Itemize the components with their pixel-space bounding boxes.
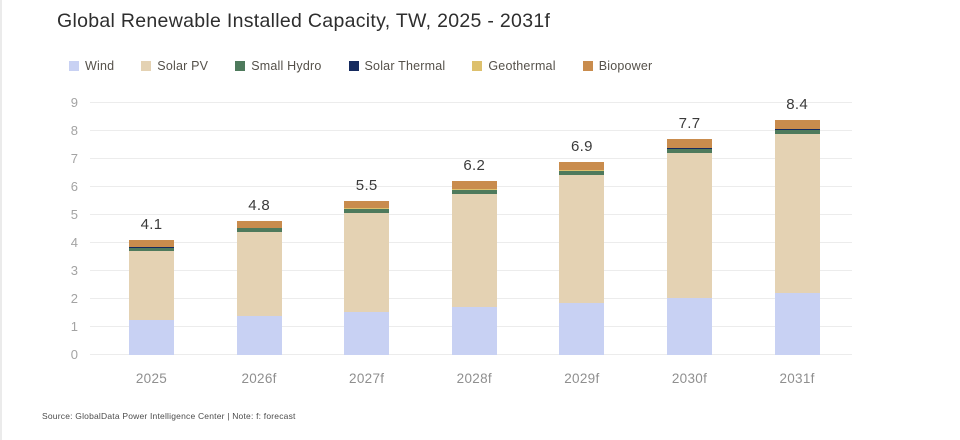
bar-2030f bbox=[667, 139, 712, 355]
y-axis-tick-label: 7 bbox=[70, 151, 78, 166]
bar-2028f bbox=[451, 181, 497, 355]
legend-item-biopower: Biopower bbox=[582, 59, 653, 73]
bar-segment-small-hydro bbox=[774, 129, 820, 134]
bar-total-label: 4.1 bbox=[140, 216, 163, 234]
bar-segment-biopower bbox=[774, 119, 820, 129]
x-axis-label: 2030f bbox=[671, 371, 708, 386]
legend-swatch-icon bbox=[235, 61, 246, 71]
bar-segment-solar-pv bbox=[344, 213, 390, 312]
bar-segment-geothermal bbox=[344, 208, 390, 209]
bar-segment-geothermal bbox=[236, 227, 282, 229]
bar-segment-geothermal bbox=[774, 128, 820, 130]
bar-total-label: 4.8 bbox=[248, 196, 270, 214]
legend-swatch-icon bbox=[582, 61, 593, 71]
bar-segment-wind bbox=[236, 315, 282, 355]
y-axis-tick-label: 3 bbox=[70, 263, 78, 278]
chart-title: Global Renewable Installed Capacity, TW,… bbox=[57, 10, 551, 32]
y-axis-tick-label: 2 bbox=[70, 291, 78, 306]
bar-segment-biopower bbox=[559, 161, 605, 170]
bar-segment-wind bbox=[667, 297, 712, 355]
bar-segment-solar-pv bbox=[559, 174, 605, 304]
bar-segment-solar-pv bbox=[667, 152, 712, 298]
legend-item-solar-thermal: Solar Thermal bbox=[348, 59, 446, 73]
legend-item-label: Wind bbox=[85, 59, 115, 73]
bar-total-label: 6.2 bbox=[463, 157, 486, 175]
bar-segment-small-hydro bbox=[236, 228, 282, 233]
bar-segment-biopower bbox=[667, 139, 712, 148]
y-axis-tick-label: 8 bbox=[70, 123, 78, 138]
legend-item-geothermal: Geothermal bbox=[472, 59, 555, 73]
y-axis-tick-label: 4 bbox=[70, 235, 78, 250]
bar-2027f bbox=[344, 201, 390, 355]
x-axis-label: 2028f bbox=[456, 371, 492, 386]
bar-segment-wind bbox=[559, 303, 605, 355]
bar-segment-geothermal bbox=[667, 147, 712, 149]
source-note: Source: GlobalData Power Intelligence Ce… bbox=[42, 411, 296, 421]
y-axis-tick-label: 9 bbox=[70, 95, 78, 110]
chart-legend: Wind Solar PV Small Hydro Solar Thermal Geot… bbox=[69, 59, 652, 73]
bar-segment-wind bbox=[344, 311, 390, 355]
y-axis-tick-label: 0 bbox=[70, 347, 78, 362]
bar-segment-small-hydro bbox=[129, 247, 174, 252]
legend-item-label: Biopower bbox=[598, 59, 653, 73]
bar-segment-geothermal bbox=[451, 189, 497, 190]
legend-item-label: Solar PV bbox=[157, 59, 209, 73]
legend-swatch-icon bbox=[472, 61, 483, 71]
legend-item-solar-pv: Solar PV bbox=[141, 59, 208, 73]
bar-segment-solar-pv bbox=[129, 251, 174, 320]
legend-item-wind: Wind bbox=[69, 59, 114, 73]
bar-segment-wind bbox=[129, 320, 174, 355]
legend-item-label: Solar Thermal bbox=[364, 59, 446, 73]
bar-segment-small-hydro bbox=[451, 190, 497, 195]
bar-total-label: 7.7 bbox=[678, 115, 701, 133]
legend-item-label: Small Hydro bbox=[251, 59, 322, 73]
x-axis-label: 2027f bbox=[349, 371, 385, 386]
bar-segment-solar-pv bbox=[774, 133, 820, 294]
bar-2026f bbox=[236, 220, 282, 355]
x-axis-label: 2025 bbox=[135, 371, 168, 386]
bar-segment-biopower bbox=[344, 201, 390, 209]
y-axis-tick-label: 5 bbox=[70, 207, 78, 222]
bar-total-label: 8.4 bbox=[786, 95, 808, 113]
bar-segment-wind bbox=[451, 307, 497, 355]
bar-segment-small-hydro bbox=[559, 171, 605, 175]
legend-swatch-icon bbox=[69, 61, 79, 71]
legend-swatch-icon bbox=[348, 61, 359, 71]
bar-segment-small-hydro bbox=[344, 209, 390, 214]
legend-item-label: Geothermal bbox=[488, 59, 556, 73]
x-axis-label: 2029f bbox=[564, 371, 600, 386]
gridline-9 bbox=[90, 102, 852, 103]
bar-segment-solar-pv bbox=[236, 232, 282, 316]
bar-2025 bbox=[129, 240, 174, 355]
bar-total-label: 6.9 bbox=[571, 137, 593, 155]
gridline-8 bbox=[90, 130, 852, 131]
bar-segment-biopower bbox=[129, 240, 174, 247]
bar-2031f bbox=[774, 119, 820, 355]
bar-segment-biopower bbox=[236, 220, 282, 228]
bar-segment-geothermal bbox=[129, 246, 174, 248]
bar-total-label: 5.5 bbox=[355, 177, 378, 194]
x-axis-label: 2026f bbox=[241, 371, 277, 386]
gridline-7 bbox=[90, 158, 852, 159]
bar-segment-solar-pv bbox=[451, 194, 497, 308]
bar-segment-geothermal bbox=[559, 169, 605, 171]
bar-2029f bbox=[559, 161, 605, 355]
bar-segment-small-hydro bbox=[667, 148, 712, 153]
legend-swatch-icon bbox=[141, 61, 152, 71]
legend-item-small-hydro: Small Hydro bbox=[235, 59, 321, 73]
x-axis-label: 2031f bbox=[779, 371, 815, 386]
bar-segment-wind bbox=[774, 293, 820, 355]
plot-area: 0 1 2 3 4 5 6 7 8 9 4.1 2025 4.8 2026f 5.5 2027f 6.2 2028… bbox=[71, 95, 852, 386]
y-axis-tick-label: 6 bbox=[70, 179, 78, 194]
y-axis-tick-label: 1 bbox=[70, 319, 78, 334]
bar-segment-biopower bbox=[451, 181, 497, 190]
